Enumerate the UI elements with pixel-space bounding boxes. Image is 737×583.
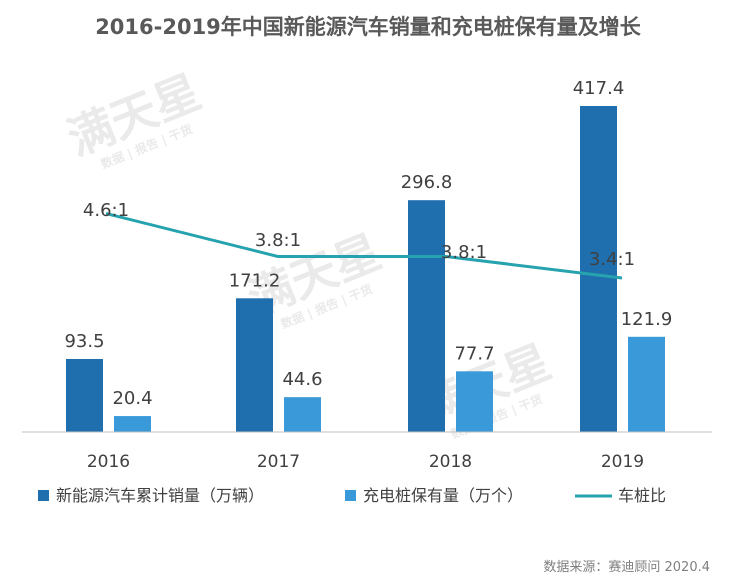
bar-chargers-2018 bbox=[456, 371, 493, 432]
bar-chargers-2017 bbox=[284, 397, 321, 432]
data-label-sales-2019: 417.4 bbox=[573, 78, 625, 99]
bar-chargers-2019 bbox=[628, 336, 665, 432]
data-label-sales-2017: 171.2 bbox=[229, 270, 281, 291]
legend: 新能源汽车累计销量（万辆） 充电桩保有量（万个） 车桩比 bbox=[38, 486, 666, 505]
ratio-line-group bbox=[105, 212, 623, 280]
data-label-chargers-2016: 20.4 bbox=[112, 388, 152, 409]
bar-sales-2017 bbox=[236, 298, 273, 432]
data-label-sales-2016: 93.5 bbox=[64, 331, 104, 352]
x-tick-2018: 2018 bbox=[429, 452, 472, 472]
data-label-chargers-2019: 121.9 bbox=[621, 309, 673, 330]
legend-swatch-chargers bbox=[345, 490, 356, 501]
legend-swatch-sales bbox=[38, 490, 49, 501]
chart-title: 2016-2019年中国新能源汽车销量和充电桩保有量及增长 bbox=[95, 15, 642, 39]
bar-sales-2018 bbox=[408, 200, 445, 432]
bar-sales-2019 bbox=[580, 106, 617, 432]
ratio-label-2017: 3.8:1 bbox=[255, 230, 301, 251]
data-label-sales-2018: 296.8 bbox=[401, 172, 453, 193]
data-labels-group: 93.5 171.2 296.8 417.4 20.4 44.6 77.7 121.9 4.6:… bbox=[64, 78, 672, 409]
legend-label-ratio: 车桩比 bbox=[618, 486, 666, 505]
data-label-chargers-2018: 77.7 bbox=[454, 343, 494, 364]
source-note: 数据来源：赛迪顾问 2020.4 bbox=[543, 559, 710, 575]
x-tick-2017: 2017 bbox=[257, 452, 300, 472]
bar-chargers-2016 bbox=[114, 416, 151, 432]
bars-group bbox=[66, 106, 665, 432]
x-tick-2016: 2016 bbox=[87, 452, 130, 472]
data-label-chargers-2017: 44.6 bbox=[282, 369, 322, 390]
x-ticks-group: 2016 2017 2018 2019 bbox=[87, 452, 644, 472]
bar-sales-2016 bbox=[66, 358, 103, 432]
ratio-label-2019: 3.4:1 bbox=[589, 249, 635, 270]
legend-label-chargers: 充电桩保有量（万个） bbox=[363, 486, 523, 505]
ratio-label-2018: 3.8:1 bbox=[441, 242, 487, 263]
ratio-label-2016: 4.6:1 bbox=[83, 200, 129, 221]
ratio-line bbox=[105, 212, 623, 280]
legend-label-sales: 新能源汽车累计销量（万辆） bbox=[56, 486, 264, 505]
x-tick-2019: 2019 bbox=[601, 452, 644, 472]
